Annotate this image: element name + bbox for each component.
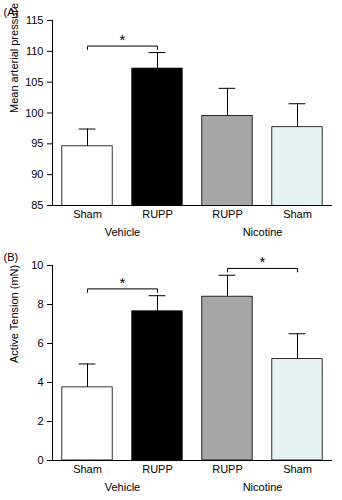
svg-text:6: 6 — [37, 337, 43, 349]
svg-text:Active Tension (mN): Active Tension (mN) — [8, 265, 20, 363]
svg-text:105: 105 — [25, 76, 43, 88]
svg-text:110: 110 — [26, 45, 44, 57]
svg-text:Vehicle: Vehicle — [105, 481, 140, 493]
svg-text:RUPP: RUPP — [212, 208, 243, 220]
svg-text:RUPP: RUPP — [142, 208, 173, 220]
svg-text:(A): (A) — [4, 6, 19, 18]
svg-text:115: 115 — [26, 14, 44, 26]
svg-text:RUPP: RUPP — [142, 463, 173, 475]
svg-text:RUPP: RUPP — [212, 463, 243, 475]
svg-text:95: 95 — [31, 137, 43, 149]
svg-text:100: 100 — [25, 107, 43, 119]
svg-text:90: 90 — [31, 168, 43, 180]
svg-text:Sham: Sham — [283, 208, 312, 220]
svg-text:*: * — [260, 253, 266, 270]
svg-text:2: 2 — [37, 415, 43, 427]
svg-text:4: 4 — [37, 376, 43, 388]
svg-text:(B): (B) — [4, 251, 19, 263]
svg-text:Sham: Sham — [73, 463, 102, 475]
svg-text:85: 85 — [31, 199, 43, 211]
svg-text:*: * — [120, 274, 126, 291]
svg-text:Vehicle: Vehicle — [105, 226, 140, 238]
svg-text:Sham: Sham — [283, 463, 312, 475]
svg-text:0: 0 — [37, 454, 43, 466]
svg-text:10: 10 — [31, 259, 43, 271]
svg-text:*: * — [120, 31, 126, 48]
svg-text:Nicotine: Nicotine — [243, 226, 283, 238]
svg-text:8: 8 — [37, 298, 43, 310]
svg-text:Sham: Sham — [73, 208, 102, 220]
svg-text:Nicotine: Nicotine — [243, 481, 283, 493]
